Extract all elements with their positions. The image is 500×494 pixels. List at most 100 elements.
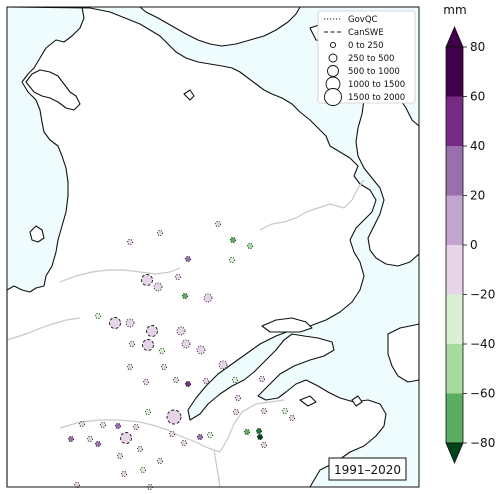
station-marker [94,312,102,320]
station-marker [196,433,204,441]
colorbar-bin [446,195,463,245]
station-marker [142,339,154,351]
colorbar-bin [446,146,463,196]
station-marker [158,347,166,355]
station-marker [246,242,254,250]
james-bay-islands [29,225,45,243]
station-marker [146,325,158,337]
colorbar-tick-label: 20 [470,189,485,203]
colorbar-tick-label: 80 [470,40,485,54]
station-marker [260,407,268,415]
station-marker [109,317,121,329]
station-marker [73,481,81,489]
legend-size-label-4: 1000 to 1500 [348,80,405,90]
period-label: 1991–2020 [334,463,401,477]
station-marker [255,427,263,435]
station-marker [243,428,251,436]
colorbar-tick-label: 0 [470,238,478,252]
colorbar-bin [446,393,463,443]
station-marker [128,340,136,348]
map-panel: GovQC CanSWE 0 to 250 250 to 500 500 to … [6,6,420,491]
station-marker [234,394,242,402]
station-marker [206,431,214,439]
colorbar-tick-label: −40 [470,337,495,351]
colorbar-tick-label: −20 [470,288,495,302]
anticosti-island [261,317,313,333]
station-marker [184,380,192,388]
station-marker [120,432,132,444]
station-marker [231,376,239,384]
station-marker [258,375,266,383]
station-marker [153,282,163,292]
station-marker [78,420,86,428]
station-marker [196,345,206,355]
station-marker [232,408,240,416]
station-marker [166,409,182,425]
legend-label-canswe: CanSWE [348,28,384,38]
station-marker [172,376,180,384]
legend-size-marker-5 [324,88,342,106]
station-marker [126,363,134,371]
colorbar-bin [446,96,463,146]
station-marker [160,363,168,371]
border-north [59,267,181,283]
colorbar-bins [445,25,464,465]
st-lawrence-islands [299,395,317,407]
station-marker [180,439,188,447]
station-marker [214,220,222,228]
station-marker [176,326,186,336]
legend-size-label-1: 0 to 250 [348,41,384,51]
station-marker [228,256,236,264]
colorbar-bin [446,344,463,394]
station-marker [142,378,150,386]
station-marker [229,236,237,244]
station-marker [202,377,210,385]
provincial-borders [6,179,365,488]
colorbar-unit: mm [443,3,466,17]
station-marker [181,292,189,300]
station-marker [260,441,268,449]
station-marker [126,238,134,246]
border-labrador [259,179,365,231]
station-marker [125,318,135,328]
station-marker [99,421,107,429]
station-marker [120,470,128,478]
border-east [213,449,221,488]
mainland-quebec [6,6,387,488]
colorbar-ticks: 80 60 40 20 0 −20 −40 −60 −80 [463,40,495,450]
baffin-island [139,6,301,47]
colorbar-extend-top [445,25,464,48]
station-marker [86,435,94,443]
ungava-peninsula [25,69,81,111]
station-marker [144,408,152,416]
colorbar-tick-label: −80 [470,436,495,450]
legend-box [317,10,416,104]
legend-size-label-2: 250 to 500 [348,54,394,64]
colorbar-tick-label: −60 [470,387,495,401]
station-marker [114,422,122,430]
station-marker [156,229,164,237]
station-marker [281,407,289,415]
magdalen-islands [351,395,363,407]
legend-label-govqc: GovQC [348,15,378,25]
station-marker [168,430,176,438]
legend-size-marker-2 [328,53,338,63]
period-label-box: 1991–2020 [328,457,407,481]
colorbar-extend-bottom [445,442,464,465]
station-marker [156,457,164,465]
station-marker [181,339,191,349]
station-marker [174,273,182,281]
station-marker [203,293,213,303]
station-marker [94,440,102,448]
border-south-ontario [6,317,81,341]
legend-size-marker-1 [329,41,337,49]
station-marker [288,414,296,422]
ungava-islands [183,89,195,101]
station-marker [184,255,192,263]
border-south-us [59,419,221,453]
station-marker [132,423,140,431]
legend-size-marker-3 [327,65,339,77]
legend-size-label-3: 500 to 1000 [348,67,400,77]
station-marker [139,466,147,474]
colorbar-bin [446,47,463,97]
